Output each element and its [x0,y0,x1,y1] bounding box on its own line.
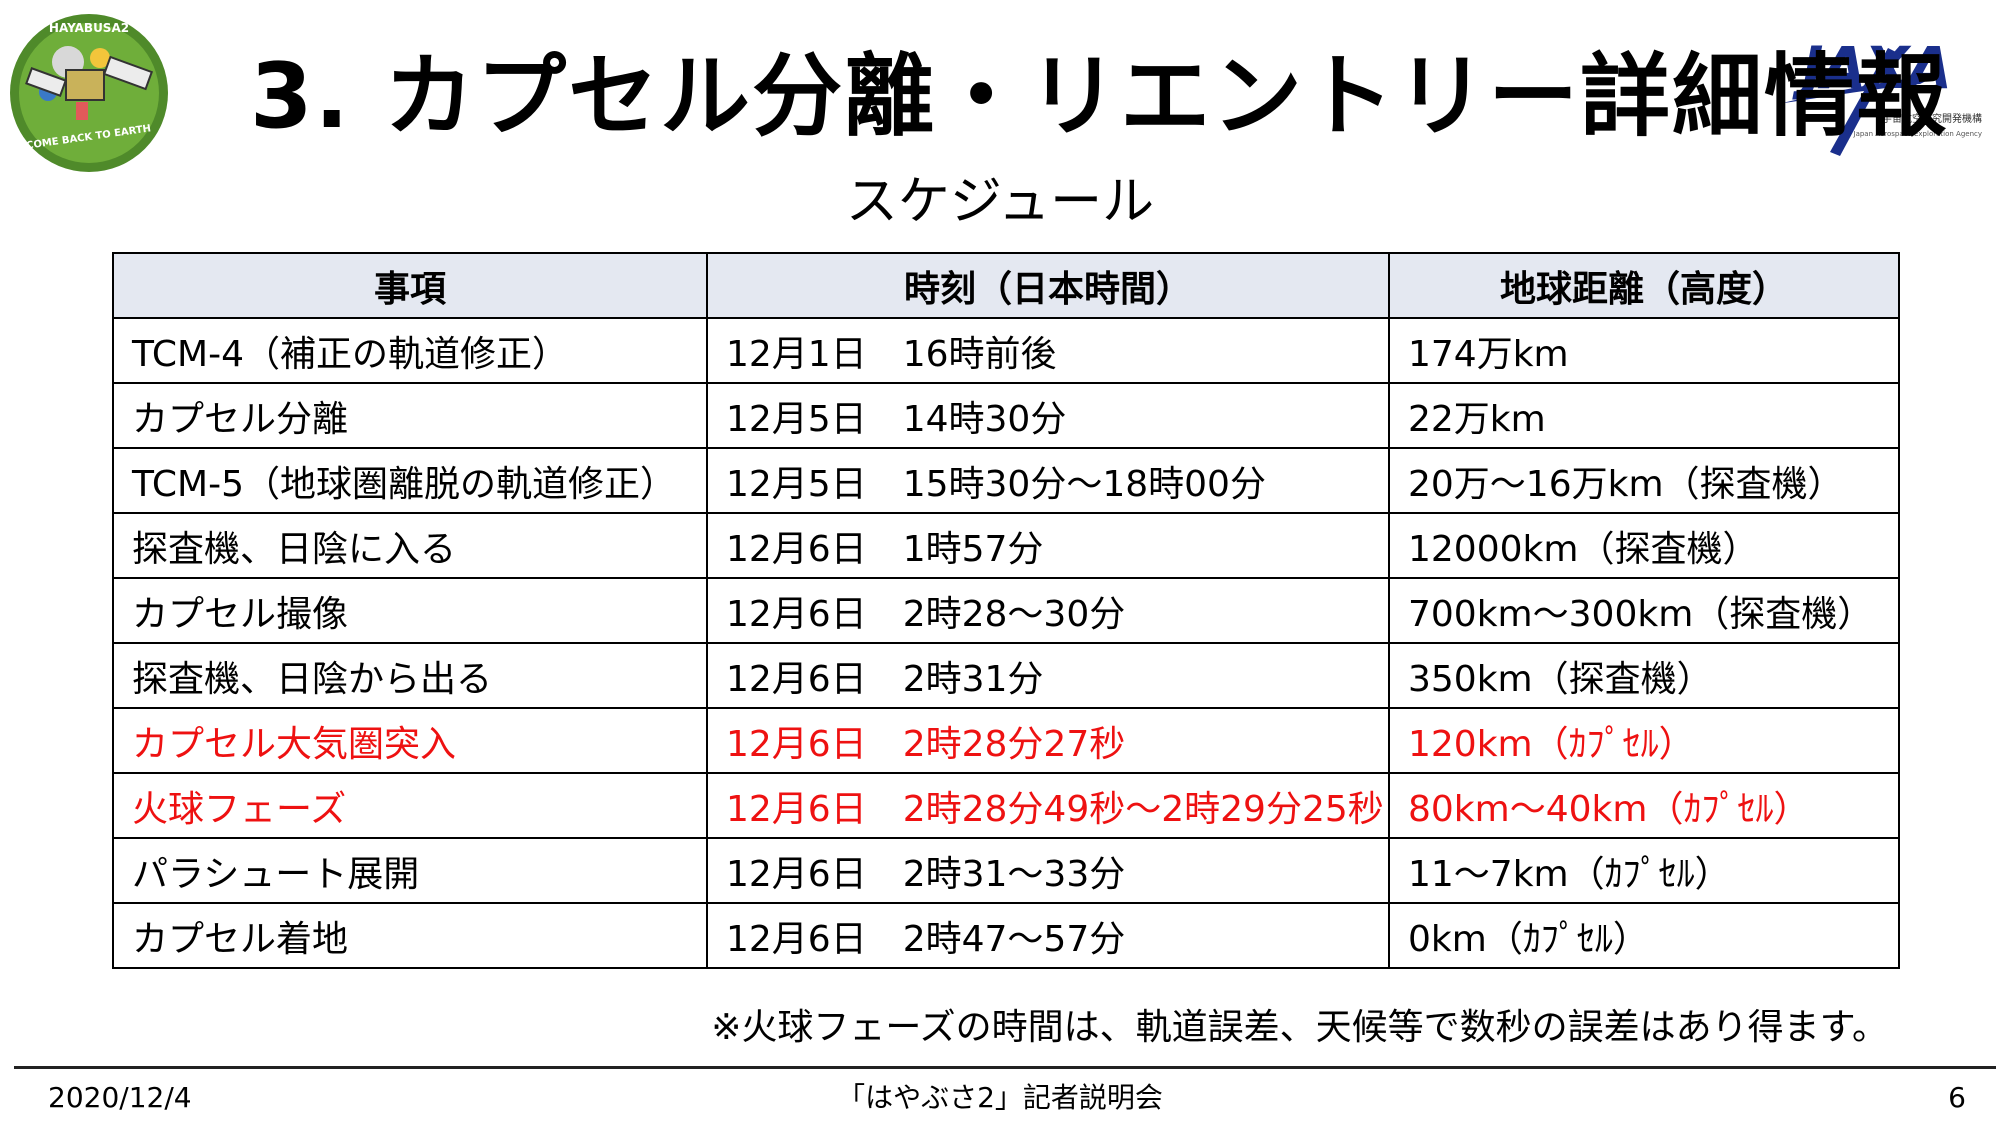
footer-divider [14,1066,1996,1069]
cell-time: 12月1日 16時前後 [706,317,1390,384]
cell-item: 火球フェーズ [112,772,708,839]
cell-item: カプセル大気圏突入 [112,707,708,774]
column-header-item: 事項 [112,252,708,319]
cell-distance: 174万km [1388,317,1900,384]
cell-time: 12月5日 15時30分～18時00分 [706,447,1390,514]
footer-date: 2020/12/4 [48,1081,192,1114]
mission-logo-label: HAYABUSA2 [49,21,129,35]
slide-title: 3. カプセル分離・リエントリー詳細情報 [250,44,1949,149]
cell-distance: 80km～40km（ｶﾌﾟｾﾙ） [1388,772,1900,839]
table-row: カプセル着地 12月6日 2時47～57分 0km（ｶﾌﾟｾﾙ） [112,902,1900,969]
cell-item: 探査機、日陰に入る [112,512,708,579]
table-row-highlighted: カプセル大気圏突入 12月6日 2時28分27秒 120km（ｶﾌﾟｾﾙ） [112,707,1900,774]
jaxa-wordmark: JAXA [1792,34,1950,102]
cell-distance: 22万km [1388,382,1900,449]
table-header-row: 事項 時刻（日本時間） 地球距離（高度） [112,252,1900,319]
cell-item: 探査機、日陰から出る [112,642,708,709]
cell-item: パラシュート展開 [112,837,708,904]
slide-subtitle: スケジュール [845,172,1155,232]
cell-distance: 120km（ｶﾌﾟｾﾙ） [1388,707,1900,774]
schedule-table: 事項 時刻（日本時間） 地球距離（高度） TCM-4（補正の軌道修正） 12月1… [112,252,1900,969]
footnote: ※火球フェーズの時間は、軌道誤差、天候等で数秒の誤差はあり得ます。 [711,1007,1888,1048]
cell-time: 12月6日 1時57分 [706,512,1390,579]
table-row: カプセル分離 12月5日 14時30分 22万km [112,382,1900,449]
cell-distance: 20万～16万km（探査機） [1388,447,1900,514]
cell-time: 12月6日 2時28～30分 [706,577,1390,644]
jaxa-name-en: Japan Aerospace Exploration Agency [1853,130,1983,138]
table-row: パラシュート展開 12月6日 2時31～33分 11～7km（ｶﾌﾟｾﾙ） [112,837,1900,904]
table-row: 探査機、日陰に入る 12月6日 1時57分 12000km（探査機） [112,512,1900,579]
cell-item: TCM-5（地球圏離脱の軌道修正） [112,447,708,514]
jaxa-name-jp: 宇宙航空研究開発機構 [1882,112,1982,125]
hayabusa2-mission-logo: HAYABUSA2 COME BACK TO EARTH [8,12,170,174]
cell-distance: 11～7km（ｶﾌﾟｾﾙ） [1388,837,1900,904]
cell-item: カプセル分離 [112,382,708,449]
cell-time: 12月6日 2時47～57分 [706,902,1390,969]
cell-distance: 350km（探査機） [1388,642,1900,709]
cell-distance: 12000km（探査機） [1388,512,1900,579]
cell-item: カプセル撮像 [112,577,708,644]
cell-item: カプセル着地 [112,902,708,969]
cell-time: 12月6日 2時28分49秒～2時29分25秒 [706,772,1390,839]
table-row: カプセル撮像 12月6日 2時28～30分 700km～300km（探査機） [112,577,1900,644]
jaxa-logo: JAXA 宇宙航空研究開発機構 Japan Aerospace Explorat… [1770,22,1988,162]
cell-time: 12月6日 2時31～33分 [706,837,1390,904]
cell-time: 12月6日 2時28分27秒 [706,707,1390,774]
table-row: TCM-4（補正の軌道修正） 12月1日 16時前後 174万km [112,317,1900,384]
table-row: TCM-5（地球圏離脱の軌道修正） 12月5日 15時30分～18時00分 20… [112,447,1900,514]
table-row-highlighted: 火球フェーズ 12月6日 2時28分49秒～2時29分25秒 80km～40km… [112,772,1900,839]
page-number: 6 [1948,1081,1966,1114]
cell-item: TCM-4（補正の軌道修正） [112,317,708,384]
cell-time: 12月6日 2時31分 [706,642,1390,709]
table-row: 探査機、日陰から出る 12月6日 2時31分 350km（探査機） [112,642,1900,709]
cell-distance: 0km（ｶﾌﾟｾﾙ） [1388,902,1900,969]
column-header-distance: 地球距離（高度） [1388,252,1900,319]
footer-event-title: 「はやぶさ2」記者説明会 [837,1081,1163,1114]
cell-time: 12月5日 14時30分 [706,382,1390,449]
column-header-time: 時刻（日本時間） [706,252,1390,319]
cell-distance: 700km～300km（探査機） [1388,577,1900,644]
